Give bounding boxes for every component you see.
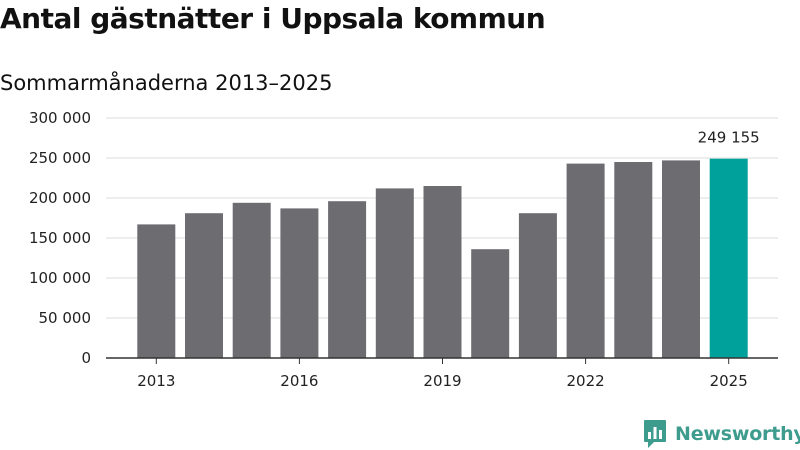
newsworthy-logo-icon [644, 420, 666, 448]
bar-2024 [662, 160, 700, 358]
x-tick-label: 2013 [137, 372, 175, 390]
chart-subtitle: Sommarmånaderna 2013–2025 [0, 71, 333, 95]
y-tick-label: 50 000 [39, 309, 92, 327]
bar-2014 [185, 213, 223, 358]
bar-2013 [137, 224, 176, 358]
bar-2015 [232, 202, 271, 358]
x-tick-label: 2022 [567, 372, 605, 390]
bar-2022 [566, 163, 605, 358]
bar-2020 [471, 249, 510, 358]
bar-2019 [423, 186, 462, 358]
bar-2025 [709, 158, 748, 358]
bar-2017 [328, 201, 367, 358]
bar-2016 [280, 208, 319, 358]
bar-2018 [375, 188, 414, 358]
data-label: 249 155 [698, 129, 760, 147]
brand: Newsworthy [643, 418, 800, 450]
y-tick-label: 250 000 [29, 149, 91, 167]
x-tick-label: 2025 [710, 372, 748, 390]
y-tick-label: 150 000 [29, 229, 91, 247]
x-tick-label: 2016 [280, 372, 318, 390]
y-tick-label: 100 000 [29, 269, 91, 287]
brand-name: Newsworthy [675, 423, 800, 445]
bar-2021 [518, 213, 557, 358]
bar-2023 [614, 162, 653, 358]
y-tick-label: 200 000 [29, 189, 91, 207]
chart-title: Antal gästnätter i Uppsala kommun [0, 2, 546, 35]
y-tick-label: 300 000 [29, 109, 91, 127]
y-tick-label: 0 [81, 349, 91, 367]
x-tick-label: 2019 [423, 372, 461, 390]
